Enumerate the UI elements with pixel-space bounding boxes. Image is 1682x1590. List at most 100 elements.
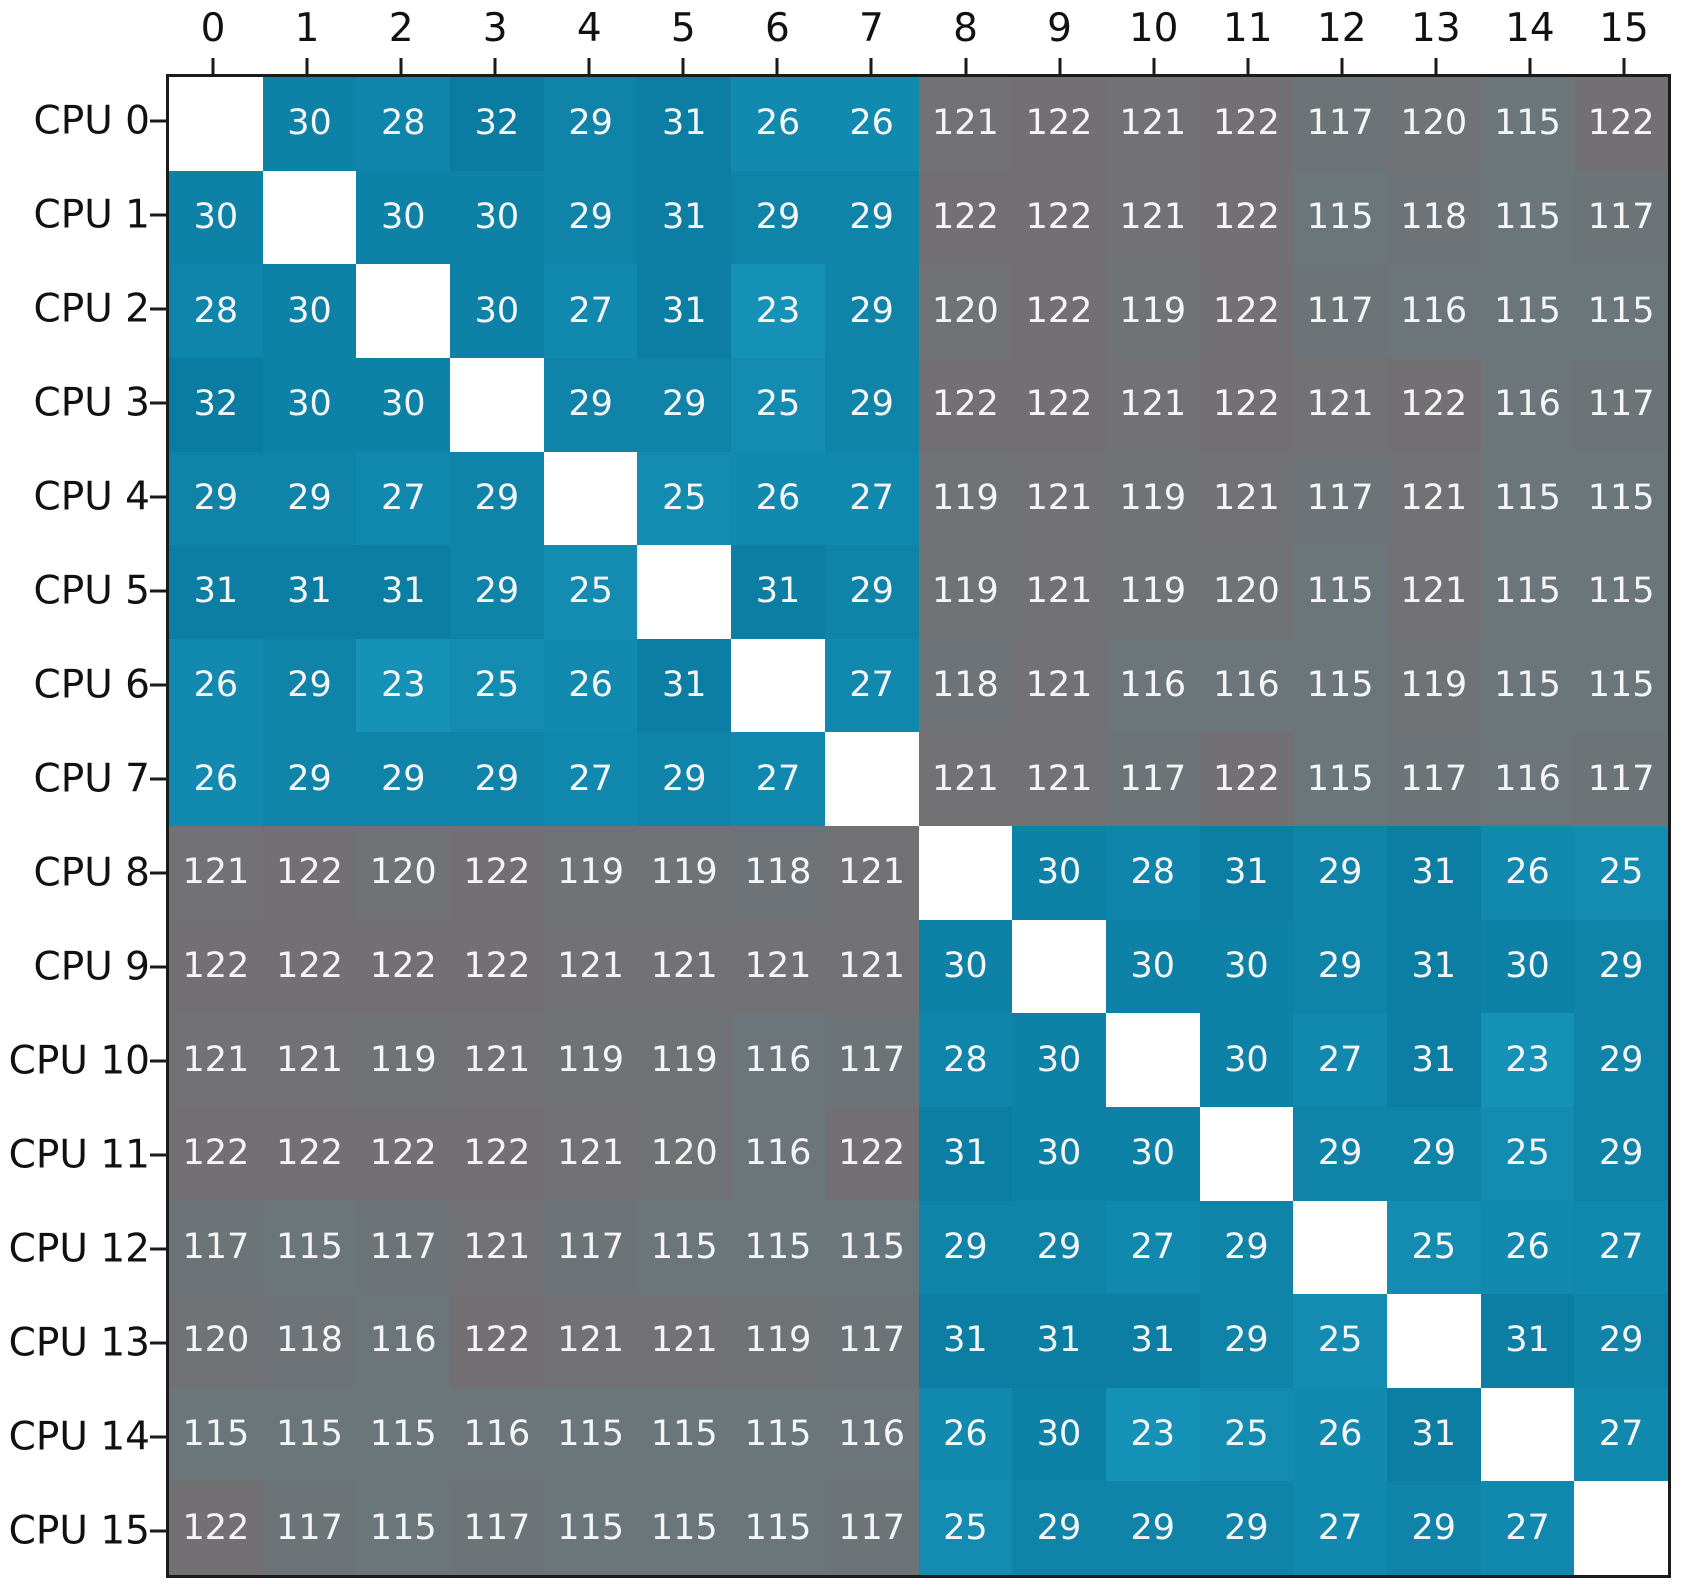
heatmap-cell: 115 <box>731 1481 825 1575</box>
heatmap-cell: 122 <box>450 1294 544 1388</box>
heatmap-cell: 121 <box>1386 545 1481 639</box>
heatmap-cell: 25 <box>1574 826 1668 920</box>
x-tick-label: 8 <box>953 6 978 51</box>
heatmap-cell: 30 <box>450 264 544 358</box>
heatmap-cell-diagonal <box>169 77 263 171</box>
heatmap-cell: 119 <box>543 1013 638 1107</box>
x-tick-label: 14 <box>1505 6 1555 51</box>
heatmap-cell: 121 <box>637 919 732 1014</box>
heatmap-cell: 122 <box>918 170 1013 265</box>
heatmap-cell: 30 <box>1012 1387 1106 1482</box>
heatmap-cell: 122 <box>1199 732 1294 826</box>
heatmap-cell: 31 <box>918 1294 1013 1388</box>
heatmap-cell: 25 <box>1199 1387 1294 1482</box>
heatmap-cell: 119 <box>1386 638 1481 733</box>
heatmap-cell: 115 <box>543 1481 638 1575</box>
heatmap-cell: 29 <box>824 170 919 265</box>
heatmap-cell: 29 <box>637 357 732 452</box>
x-tick-mark <box>211 58 215 74</box>
y-tick-label: CPU 1 <box>33 192 150 238</box>
x-tick-mark <box>1340 58 1344 74</box>
heatmap-cell: 32 <box>450 77 544 171</box>
heatmap-cell: 117 <box>824 1013 919 1107</box>
heatmap-cell: 25 <box>1293 1294 1387 1388</box>
heatmap-cell: 122 <box>356 1106 451 1201</box>
heatmap-cell: 29 <box>824 264 919 358</box>
y-tick-mark <box>150 1435 166 1439</box>
heatmap-cell: 26 <box>169 732 263 826</box>
heatmap-cell: 121 <box>731 919 825 1014</box>
heatmap-grid: 30 28 32 29 31 26 26 121 122 121 122 117 120 115 122 30… <box>166 74 1671 1578</box>
heatmap-cell: 117 <box>1105 732 1200 826</box>
heatmap-cell: 117 <box>1386 732 1481 826</box>
heatmap-cell: 27 <box>1574 1200 1668 1295</box>
heatmap-cell: 115 <box>1480 77 1575 171</box>
y-tick-label: CPU 4 <box>33 474 150 520</box>
heatmap-cell: 120 <box>637 1106 732 1201</box>
heatmap-cell: 29 <box>1199 1481 1294 1575</box>
heatmap-cell: 26 <box>1480 826 1575 920</box>
heatmap-cell-diagonal <box>1386 1294 1481 1388</box>
x-tick-label: 15 <box>1599 6 1649 51</box>
heatmap-cell: 23 <box>356 638 451 733</box>
heatmap-cell: 118 <box>731 826 825 920</box>
heatmap-cell-diagonal <box>1480 1387 1575 1482</box>
heatmap-cell: 119 <box>637 1013 732 1107</box>
heatmap-cell-diagonal <box>1012 919 1106 1014</box>
heatmap-cell: 115 <box>1480 545 1575 639</box>
y-tick-label: CPU 9 <box>33 944 150 990</box>
heatmap-cell: 115 <box>1574 264 1668 358</box>
y-tick-mark <box>150 1153 166 1157</box>
heatmap-cell: 26 <box>1293 1387 1387 1482</box>
y-tick-mark <box>150 495 166 499</box>
heatmap-cell-diagonal <box>450 357 544 452</box>
heatmap-cell: 121 <box>543 1294 638 1388</box>
heatmap-cell: 28 <box>169 264 263 358</box>
heatmap-cell: 121 <box>543 1106 638 1201</box>
heatmap-cell: 28 <box>1105 826 1200 920</box>
heatmap-cell: 115 <box>1293 170 1387 265</box>
heatmap-cell: 29 <box>1386 1106 1481 1201</box>
heatmap-cell: 26 <box>731 451 825 546</box>
heatmap-cell: 28 <box>356 77 451 171</box>
heatmap-cell-diagonal <box>543 451 638 546</box>
y-tick-label: CPU 15 <box>8 1508 150 1554</box>
heatmap-cell: 31 <box>1386 826 1481 920</box>
heatmap-cell: 115 <box>543 1387 638 1482</box>
heatmap-cell: 27 <box>824 638 919 733</box>
y-tick-mark <box>150 777 166 781</box>
heatmap-cell: 115 <box>637 1200 732 1295</box>
heatmap-cell: 30 <box>356 357 451 452</box>
heatmap-cell: 119 <box>731 1294 825 1388</box>
heatmap-cell: 117 <box>1574 732 1668 826</box>
heatmap-cell: 29 <box>1199 1294 1294 1388</box>
heatmap-cell: 31 <box>637 77 732 171</box>
heatmap-cell: 31 <box>637 638 732 733</box>
heatmap-cell: 26 <box>169 638 263 733</box>
heatmap-cell: 121 <box>169 1013 263 1107</box>
heatmap-cell: 23 <box>1105 1387 1200 1482</box>
heatmap-cell: 29 <box>1293 826 1387 920</box>
heatmap-cell: 118 <box>1386 170 1481 265</box>
x-tick-mark <box>1622 58 1626 74</box>
heatmap-cell: 25 <box>731 357 825 452</box>
x-tick-mark <box>1058 58 1062 74</box>
heatmap-cell-diagonal <box>1199 1106 1294 1201</box>
heatmap-cell: 30 <box>1012 1106 1106 1201</box>
heatmap-cell: 122 <box>1199 357 1294 452</box>
heatmap-cell: 116 <box>356 1294 451 1388</box>
x-tick-label: 0 <box>200 6 226 51</box>
heatmap-cell: 29 <box>1105 1481 1200 1575</box>
y-tick-mark <box>150 307 166 311</box>
y-tick-label: CPU 10 <box>8 1038 150 1084</box>
heatmap-cell: 122 <box>824 1106 919 1201</box>
x-tick-mark <box>1528 58 1532 74</box>
heatmap-cell: 121 <box>1199 451 1294 546</box>
heatmap-cell: 120 <box>169 1294 263 1388</box>
heatmap-cell: 31 <box>637 170 732 265</box>
y-tick-mark <box>150 1059 166 1063</box>
heatmap-cell: 122 <box>918 357 1013 452</box>
heatmap-cell: 27 <box>731 732 825 826</box>
heatmap-cell: 120 <box>1199 545 1294 639</box>
heatmap-cell: 119 <box>1105 451 1200 546</box>
